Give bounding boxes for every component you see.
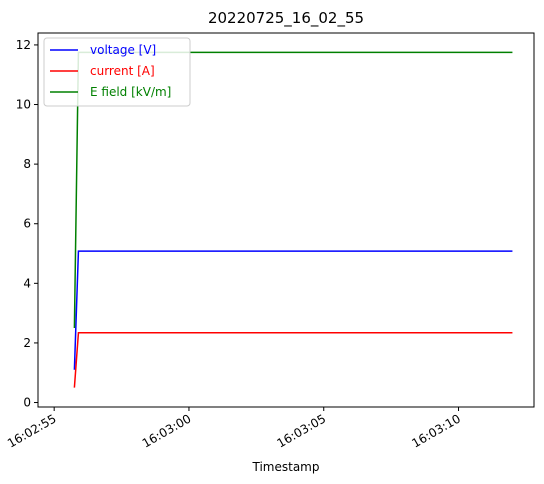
y-tick-label: 8 [23, 157, 31, 171]
x-tick-label: 16:03:00 [140, 411, 194, 450]
y-tick-label: 12 [16, 38, 31, 52]
legend: voltage [V] current [A] E field [kV/m] [43, 37, 191, 107]
legend-label: E field [kV/m] [90, 85, 171, 99]
x-tick-label: 16:02:55 [5, 411, 59, 450]
y-tick-label: 0 [23, 396, 31, 410]
series-line-1 [73, 250, 513, 370]
y-tick-label: 4 [23, 276, 31, 290]
series-line-2 [73, 332, 513, 388]
x-tick-label: 16:03:10 [409, 411, 463, 450]
y-tick-label: 6 [23, 217, 31, 231]
y-tick-label: 2 [23, 336, 31, 350]
chart-title: 20220725_16_02_55 [208, 9, 364, 28]
x-axis-label: Timestamp [252, 460, 320, 474]
legend-label: current [A] [90, 64, 155, 78]
legend-box [43, 37, 191, 107]
x-tick-label: 16:03:05 [275, 411, 329, 450]
y-tick-label: 10 [16, 98, 31, 112]
plot-frame [37, 32, 535, 408]
legend-label: voltage [V] [90, 43, 156, 57]
